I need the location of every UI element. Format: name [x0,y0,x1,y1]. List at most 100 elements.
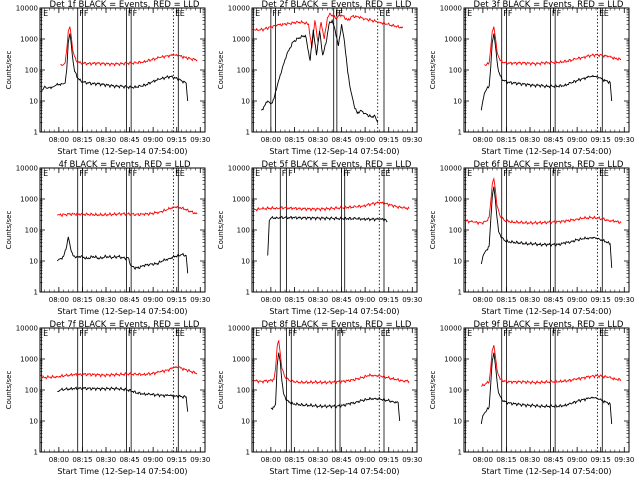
y-tick-label: 1 [458,129,462,137]
x-tick-label: 09:00 [143,456,163,464]
plot-frame [39,167,206,293]
plot-frame [463,327,630,453]
y-tick-label: 10 [453,258,462,266]
x-tick-label: 08:00 [261,456,281,464]
x-tick-label: 08:30 [96,296,116,304]
marker-label: E [386,169,391,178]
y-tick-label: 1000 [20,36,38,44]
panel-7: Det 7f BLACK = Events, RED = LLD Counts/s… [5,320,210,476]
x-tick-label: 08:45 [119,456,139,464]
y-tick-label: 10000 [16,325,38,333]
x-axis-label: Start Time (12-Sep-14 07:54:00) [269,467,399,476]
panel-title: Det 5f BLACK = Events, RED = LLD [262,160,412,170]
marker-label: E [386,9,391,18]
marker-label: F [503,329,508,338]
x-tick-label: 09:15 [591,456,611,464]
plot-frame [251,167,418,293]
marker-label: E [175,329,180,338]
x-tick-label: 08:30 [520,456,540,464]
marker-label: F [133,169,138,178]
y-tick-label: 100 [449,67,462,75]
panel-title: Det 2f BLACK = Events, RED = LLD [262,0,412,10]
x-tick-label: 08:30 [96,136,116,144]
marker-label: F [79,329,84,338]
x-tick-label: 09:30 [614,456,634,464]
y-tick-label: 1000 [232,196,250,204]
panel-title: 4f BLACK = Events, RED = LLD [58,160,191,170]
x-tick-label: 08:00 [261,296,281,304]
y-tick-label: 10000 [228,5,250,13]
marker-label: F [133,9,138,18]
x-axis-label: Start Time (12-Sep-14 07:54:00) [481,307,611,316]
x-tick-label: 08:45 [331,456,351,464]
marker-label: F [128,169,133,178]
y-tick-label: 10000 [228,165,250,173]
lld-series-line [60,26,198,67]
y-tick-label: 100 [25,67,38,75]
x-tick-label: 08:30 [520,296,540,304]
marker-label: E [43,329,48,338]
y-tick-label: 10 [453,98,462,106]
x-tick-label: 09:15 [167,136,187,144]
y-tick-label: 1000 [444,356,462,364]
marker-label: E [255,169,260,178]
plot-frame [463,167,630,293]
panel-title: Det 8f BLACK = Events, RED = LLD [262,320,412,330]
y-tick-label: 10000 [440,5,462,13]
panel-9: Det 9f BLACK = Events, RED = LLD Counts/s… [429,320,634,476]
events-series-line [267,215,388,256]
x-tick-label: 08:15 [284,456,304,464]
y-tick-label: 10000 [16,5,38,13]
marker-label: E [43,9,48,18]
y-tick-label: 100 [237,67,250,75]
y-tick-label: 1 [34,449,38,457]
x-tick-label: 08:30 [308,296,328,304]
y-axis-label: Counts/sec [217,371,225,410]
marker-label: E [467,169,472,178]
x-tick-label: 08:45 [331,296,351,304]
y-tick-label: 1000 [232,36,250,44]
y-tick-label: 10 [241,418,250,426]
panel-title: Det 1f BLACK = Events, RED = LLD [50,0,200,10]
panel-2: Det 2f BLACK = Events, RED = LLD Counts/s… [217,0,422,156]
marker-label: F [552,329,557,338]
marker-label: E [604,169,609,178]
y-tick-label: 1000 [444,36,462,44]
y-tick-label: 10000 [228,325,250,333]
panel-title: Det 3f BLACK = Events, RED = LLD [474,0,624,10]
marker-label: F [552,169,557,178]
lld-series-line [57,205,198,218]
panel-6: Det 6f BLACK = Events, RED = LLD Counts/s… [429,160,634,316]
x-tick-label: 08:00 [49,296,69,304]
y-tick-label: 1 [34,289,38,297]
marker-label: E [381,169,386,178]
y-tick-label: 10000 [16,165,38,173]
x-tick-label: 08:00 [261,136,281,144]
y-tick-label: 100 [25,227,38,235]
marker-label: E [180,329,185,338]
y-tick-label: 10 [453,418,462,426]
x-tick-label: 09:00 [355,296,375,304]
y-axis-label: Counts/sec [5,51,13,90]
x-tick-label: 09:00 [143,296,163,304]
lld-series-line [484,26,622,67]
panel-1: Det 1f BLACK = Events, RED = LLD Counts/s… [5,0,210,156]
y-tick-label: 1000 [444,196,462,204]
x-tick-label: 09:15 [591,296,611,304]
marker-label: F [503,9,508,18]
x-axis-label: Start Time (12-Sep-14 07:54:00) [57,307,187,316]
y-tick-label: 10 [29,98,38,106]
x-tick-label: 09:30 [402,456,422,464]
lld-series-line [253,201,410,212]
events-series-line [480,352,613,425]
marker-label: E [175,9,180,18]
marker-label: E [379,9,384,18]
marker-label: E [604,9,609,18]
x-axis-label: Start Time (12-Sep-14 07:54:00) [481,467,611,476]
marker-label: F [133,329,138,338]
panel-4: 4f BLACK = Events, RED = LLD Counts/sec St… [5,160,210,316]
x-tick-label: 08:00 [473,456,493,464]
marker-label: F [84,169,89,178]
marker-label: F [508,9,513,18]
marker-label: F [508,169,513,178]
